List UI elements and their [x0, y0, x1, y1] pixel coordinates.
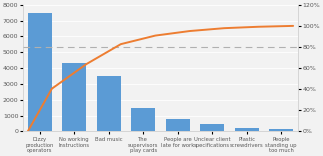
Bar [200, 124, 224, 132]
Bar [28, 13, 52, 132]
Bar [62, 63, 86, 132]
Bar [97, 76, 121, 132]
Bar [269, 129, 293, 132]
Bar [234, 127, 259, 132]
Bar [166, 119, 190, 132]
Bar [131, 108, 155, 132]
